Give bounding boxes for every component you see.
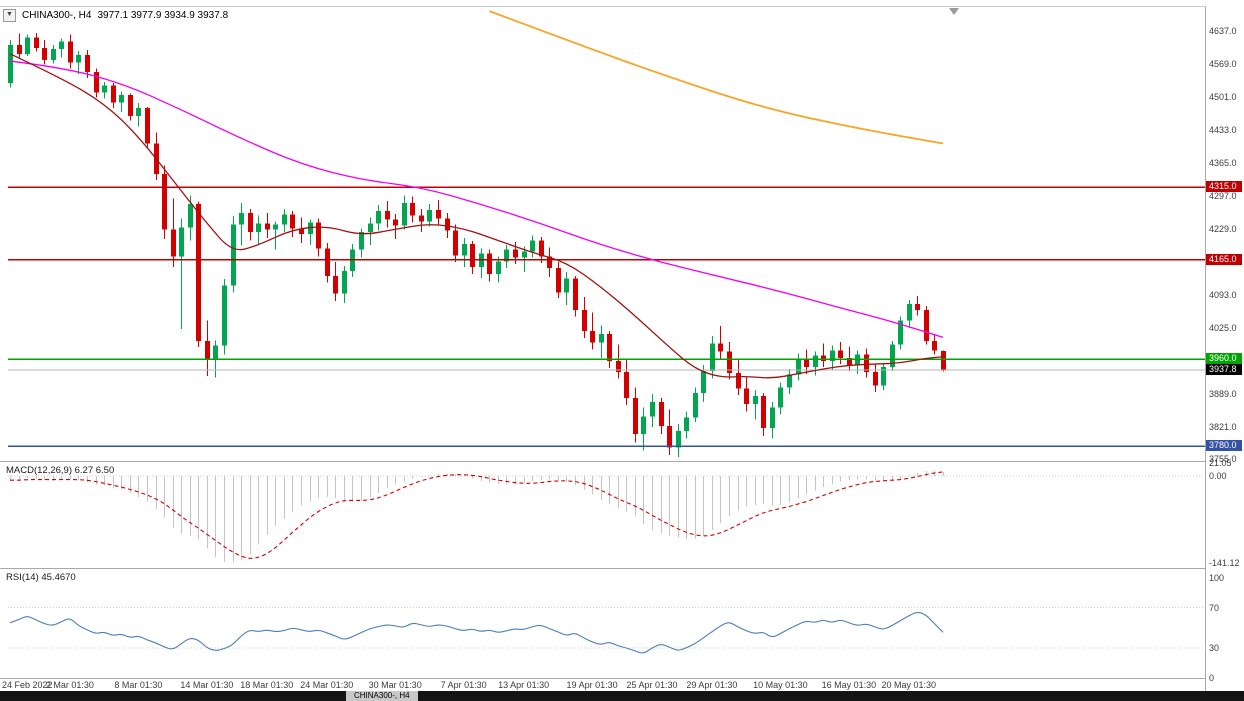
price-tick-label: 21.05: [1209, 458, 1232, 468]
price-tick-label: -141.12: [1209, 558, 1240, 568]
price-tick-label: 3755.0: [1209, 454, 1237, 464]
price-tick-label: 4025.0: [1209, 323, 1237, 333]
time-tick-label: 30 Mar 01:30: [368, 680, 422, 690]
time-tick-label: 24 Feb 2022: [2, 680, 53, 690]
time-tick-label: 7 Apr 01:30: [440, 680, 487, 690]
panel-separator-lines: [0, 6, 1206, 691]
macd-indicator-label: MACD(12,26,9) 6.27 6.50: [6, 465, 115, 476]
macd-histogram: [9, 471, 945, 563]
bottom-tab-bar: CHINA300-, H4: [0, 691, 1244, 701]
price-tick-label: 4229.0: [1209, 224, 1237, 234]
price-tick-label: 3821.0: [1209, 422, 1237, 432]
ma-slow-line: [9, 60, 944, 339]
macd-signal-line: [9, 471, 944, 559]
time-tick-label: 2 Mar 01:30: [45, 680, 94, 690]
time-tick-label: 25 Apr 01:30: [626, 680, 678, 690]
main-chart-panel[interactable]: [8, 10, 1205, 458]
rsi-indicator-label: RSI(14) 45.4670: [6, 572, 76, 583]
time-tick-label: 16 May 01:30: [821, 680, 877, 690]
price-tick-label: 4637.0: [1209, 26, 1237, 36]
price-tick-label: 4433.0: [1209, 125, 1237, 135]
time-tick-label: 13 Apr 01:30: [498, 680, 550, 690]
price-tick-label: 4501.0: [1209, 92, 1237, 102]
price-level-badge: 3960.0: [1206, 353, 1242, 364]
price-tick-label: 3889.0: [1209, 389, 1237, 399]
time-tick-label: 19 Apr 01:30: [566, 680, 618, 690]
macd-panel[interactable]: [8, 471, 1205, 563]
chart-shift-marker-icon[interactable]: [949, 8, 959, 15]
time-tick-label: 20 May 01:30: [881, 680, 937, 690]
price-scale[interactable]: 4637.0 4569.0 4501.0 4433.0 4365.0 4297.0 4229…: [1206, 0, 1244, 691]
chart-symbol-period: CHINA300-, H4: [22, 10, 92, 21]
ma-fast-line: [9, 53, 944, 379]
time-axis[interactable]: 24 Feb 2022 2 Mar 01:30 8 Mar 01:30 14 Mar …: [0, 679, 1205, 691]
price-tick-label: 70: [1209, 603, 1220, 613]
price-tick-label: 4365.0: [1209, 158, 1237, 168]
collapse-chart-button[interactable]: ▼: [3, 9, 16, 22]
price-tick-label: 4569.0: [1209, 59, 1237, 69]
time-tick-label: 18 Mar 01:30: [240, 680, 294, 690]
chart-tab-china300[interactable]: CHINA300-, H4: [346, 691, 418, 701]
ma-long-line: [489, 10, 944, 145]
price-level-badge: 4315.0: [1206, 181, 1242, 192]
price-tick-label: 0.00: [1209, 471, 1227, 481]
candles: [8, 32, 946, 458]
rsi-panel[interactable]: [8, 607, 1205, 654]
chart-header: ▼ CHINA300-, H4 3977.1 3977.9 3934.9 393…: [3, 9, 228, 22]
time-tick-label: 8 Mar 01:30: [114, 680, 163, 690]
time-tick-label: 29 Apr 01:30: [686, 680, 738, 690]
price-level-badge: 3937.8: [1206, 364, 1242, 375]
time-tick-label: 24 Mar 01:30: [300, 680, 354, 690]
time-tick-label: 10 May 01:30: [753, 680, 808, 690]
chart-canvas: [0, 6, 1206, 691]
rsi-line: [9, 612, 944, 654]
price-tick-label: 100: [1209, 573, 1225, 583]
price-tick-label: 4297.0: [1209, 191, 1237, 201]
time-tick-label: 14 Mar 01:30: [180, 680, 234, 690]
price-level-badge: 4165.0: [1206, 254, 1242, 265]
chart-ohlc-readout: 3977.1 3977.9 3934.9 3937.8: [97, 10, 229, 21]
price-tick-label: 4093.0: [1209, 290, 1237, 300]
price-level-badge: 3780.0: [1206, 440, 1242, 451]
price-tick-label: 0: [1209, 673, 1215, 683]
price-tick-label: 30: [1209, 643, 1220, 653]
